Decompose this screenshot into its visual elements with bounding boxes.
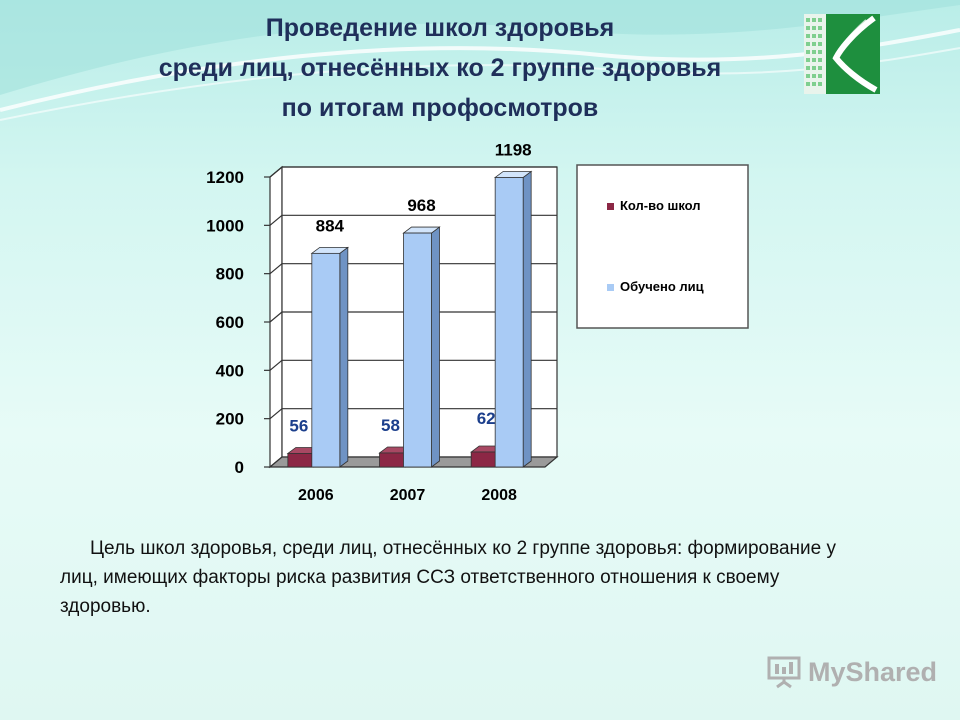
data-label-schools-2006: 56 [289,416,308,435]
gridline-side [269,166,283,178]
bar-trained-2008 [493,170,533,468]
gridline-side [269,408,283,420]
data-label-schools-2007: 58 [381,416,400,435]
legend-label-trained: Обучено лиц [620,279,704,294]
y-tick-label: 400 [216,361,244,380]
data-label-trained-2008: 1198 [495,140,532,159]
gridline-side [269,263,283,275]
chart-bars: 56 884 58 968 62 1198 [286,140,533,468]
legend-swatch-trained [607,284,614,291]
caption-body: Цель школ здоровья, среди лиц, отнесённы… [60,538,837,617]
x-axis-tick-labels: 2006 2007 2008 [298,487,517,504]
watermark-text: MyShared [808,656,938,687]
gridline-side [269,311,283,323]
caption-text: Цель школ здоровья, среди лиц, отнесённы… [60,534,860,621]
legend-box [576,164,749,329]
y-tick-label: 600 [216,313,244,332]
gridline-side [269,214,283,226]
x-tick-label-2006: 2006 [298,487,334,504]
title-line-1: Проведение школ здоровья [265,14,615,42]
y-tick-label: 0 [235,458,244,477]
legend-label-schools: Кол-во школ [620,198,701,213]
title-line-2: среди лиц, отнесённых ко 2 группе здоров… [158,54,722,82]
title-line-3: по итогам профосмотров [281,94,599,122]
data-label-schools-2008: 62 [477,409,496,428]
bar-trained-2007 [402,226,441,468]
y-tick-label: 1000 [206,216,244,235]
y-axis-tick-labels: 0 200 400 600 800 1000 1200 [206,168,270,477]
watermark: MyShared [766,654,937,690]
bar-chart: 0 200 400 600 800 1000 1200 56 884 58 968 62 1198 2… [206,140,749,504]
y-tick-label: 200 [216,410,244,429]
organization-logo-icon [804,14,880,94]
data-label-trained-2006: 884 [316,216,345,235]
legend-swatch-schools [607,203,614,210]
chart-legend: Кол-во школ Обучено лиц [576,164,749,329]
y-tick-label: 800 [216,265,244,284]
data-label-trained-2007: 968 [407,196,435,215]
bar-trained-2006 [310,246,350,468]
x-tick-label-2008: 2008 [481,487,517,504]
x-tick-label-2007: 2007 [390,487,426,504]
presentation-icon [767,656,801,689]
gridline-side [269,359,283,371]
y-tick-label: 1200 [206,168,244,187]
